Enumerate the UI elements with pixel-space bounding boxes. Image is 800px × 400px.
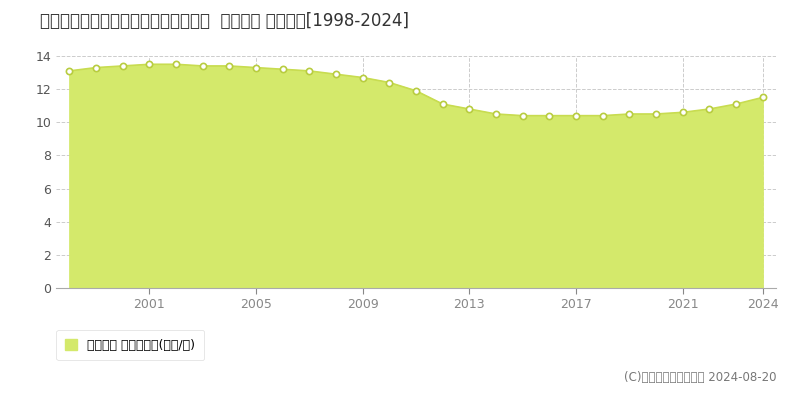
Text: (C)土地価格ドットコム 2024-08-20: (C)土地価格ドットコム 2024-08-20 <box>623 371 776 384</box>
Text: 岩手県北上市黒沢尻１丁目１０番５外  地価公示 地価推移[1998-2024]: 岩手県北上市黒沢尻１丁目１０番５外 地価公示 地価推移[1998-2024] <box>40 12 409 30</box>
Legend: 地価公示 平均坪単価(万円/坪): 地価公示 平均坪単価(万円/坪) <box>56 330 204 360</box>
